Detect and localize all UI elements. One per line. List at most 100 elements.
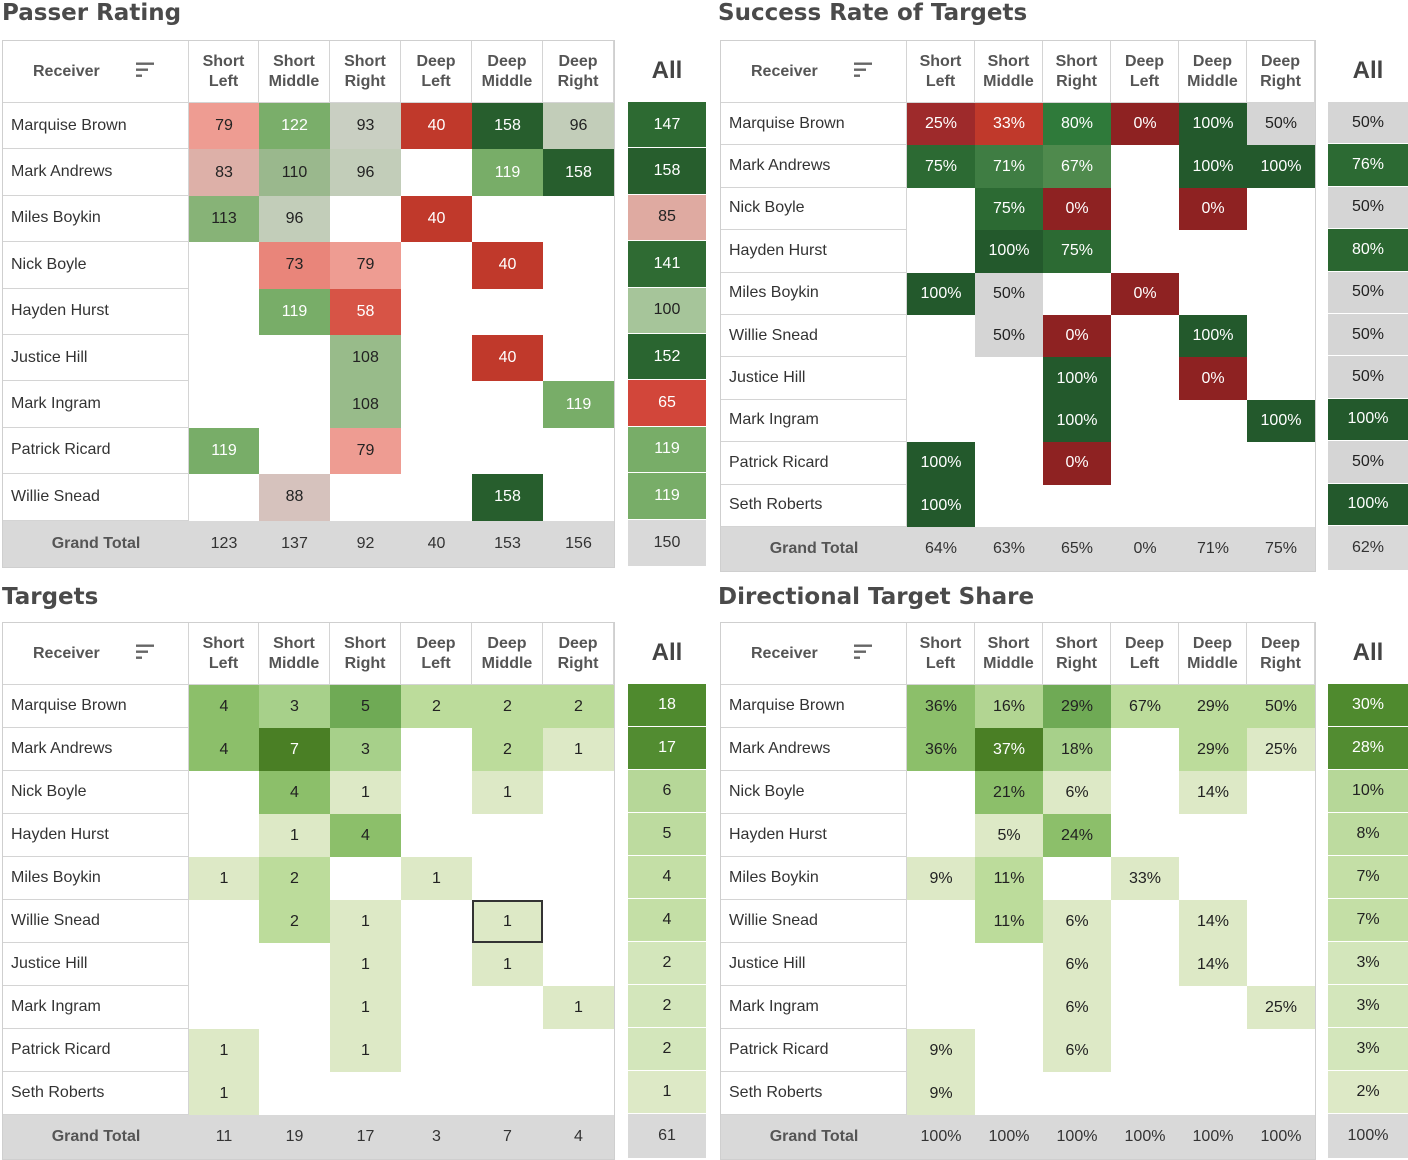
all-value-cell[interactable]: 50% <box>1328 314 1408 357</box>
data-cell[interactable]: 0% <box>1111 103 1179 146</box>
all-value-cell[interactable]: 18 <box>628 684 706 727</box>
data-cell[interactable]: 75% <box>907 145 975 188</box>
data-cell[interactable]: 3 <box>259 685 330 728</box>
data-cell[interactable]: 1 <box>330 771 401 814</box>
data-cell[interactable] <box>1247 771 1315 814</box>
data-cell[interactable]: 6% <box>1043 943 1111 986</box>
data-cell[interactable]: 158 <box>472 474 543 521</box>
data-cell[interactable]: 100% <box>1043 357 1111 400</box>
receiver-header[interactable]: Receiver <box>721 623 907 685</box>
data-cell[interactable]: 100% <box>1247 145 1315 188</box>
sort-icon[interactable] <box>854 60 872 83</box>
all-value-cell[interactable]: 2 <box>628 985 706 1028</box>
data-cell[interactable]: 1 <box>189 1072 259 1115</box>
data-cell[interactable]: 100% <box>907 442 975 485</box>
all-value-cell[interactable]: 1 <box>628 1071 706 1114</box>
all-value-cell[interactable]: 158 <box>628 148 706 195</box>
column-header-short-middle[interactable]: Short Middle <box>259 41 330 103</box>
data-cell[interactable]: 16% <box>975 685 1043 728</box>
data-cell[interactable]: 6% <box>1043 1029 1111 1072</box>
data-cell[interactable] <box>907 771 975 814</box>
sort-icon[interactable] <box>136 60 154 83</box>
selected-data-cell[interactable]: 1 <box>472 900 543 943</box>
sort-icon[interactable] <box>136 642 154 665</box>
data-cell[interactable]: 14% <box>1179 900 1247 943</box>
data-cell[interactable]: 33% <box>1111 857 1179 900</box>
data-cell[interactable]: 2 <box>472 685 543 728</box>
data-cell[interactable] <box>1247 814 1315 857</box>
data-cell[interactable]: 37% <box>975 728 1043 771</box>
data-cell[interactable]: 4 <box>189 685 259 728</box>
column-header-short-middle[interactable]: Short Middle <box>259 623 330 685</box>
data-cell[interactable]: 29% <box>1043 685 1111 728</box>
data-cell[interactable]: 4 <box>330 814 401 857</box>
all-value-cell[interactable]: 6 <box>628 770 706 813</box>
column-header-short-left[interactable]: Short Left <box>907 623 975 685</box>
data-cell[interactable] <box>1111 986 1179 1029</box>
column-header-deep-middle[interactable]: Deep Middle <box>472 623 543 685</box>
data-cell[interactable] <box>1179 1072 1247 1115</box>
data-cell[interactable]: 25% <box>907 103 975 146</box>
all-value-cell[interactable]: 17 <box>628 727 706 770</box>
data-cell[interactable]: 1 <box>472 943 543 986</box>
data-cell[interactable]: 21% <box>975 771 1043 814</box>
data-cell[interactable]: 2 <box>472 728 543 771</box>
all-value-cell[interactable]: 2% <box>1328 1071 1408 1114</box>
data-cell[interactable]: 9% <box>907 1029 975 1072</box>
data-cell[interactable]: 122 <box>259 103 330 150</box>
data-cell[interactable]: 11% <box>975 900 1043 943</box>
column-header-short-left[interactable]: Short Left <box>189 41 259 103</box>
data-cell[interactable]: 110 <box>259 149 330 196</box>
data-cell[interactable]: 1 <box>259 814 330 857</box>
data-cell[interactable]: 108 <box>330 335 401 382</box>
column-header-deep-middle[interactable]: Deep Middle <box>1179 41 1247 103</box>
receiver-header[interactable]: Receiver <box>3 41 189 103</box>
data-cell[interactable]: 119 <box>259 288 330 335</box>
column-header-deep-right[interactable]: Deep Right <box>543 623 614 685</box>
data-cell[interactable]: 119 <box>543 381 614 428</box>
column-header-short-right[interactable]: Short Right <box>330 623 401 685</box>
all-value-cell[interactable]: 141 <box>628 241 706 288</box>
all-value-cell[interactable]: 7% <box>1328 856 1408 899</box>
data-cell[interactable]: 33% <box>975 103 1043 146</box>
column-header-deep-left[interactable]: Deep Left <box>401 623 472 685</box>
data-cell[interactable]: 14% <box>1179 943 1247 986</box>
data-cell[interactable] <box>1179 1029 1247 1072</box>
data-cell[interactable]: 75% <box>1043 230 1111 273</box>
data-cell[interactable]: 96 <box>543 103 614 150</box>
data-cell[interactable]: 93 <box>330 103 401 150</box>
data-cell[interactable]: 50% <box>1247 103 1315 146</box>
data-cell[interactable]: 158 <box>543 149 614 196</box>
data-cell[interactable] <box>1111 814 1179 857</box>
data-cell[interactable] <box>975 1072 1043 1115</box>
data-cell[interactable] <box>1111 771 1179 814</box>
data-cell[interactable]: 0% <box>1111 272 1179 315</box>
data-cell[interactable] <box>1111 1072 1179 1115</box>
column-header-deep-right[interactable]: Deep Right <box>1247 41 1315 103</box>
sort-icon[interactable] <box>854 642 872 665</box>
data-cell[interactable] <box>1043 1072 1111 1115</box>
data-cell[interactable]: 4 <box>259 771 330 814</box>
all-value-cell[interactable]: 7% <box>1328 899 1408 942</box>
data-cell[interactable]: 0% <box>1043 187 1111 231</box>
all-value-cell[interactable]: 2 <box>628 942 706 985</box>
data-cell[interactable]: 67% <box>1111 685 1179 728</box>
all-value-cell[interactable]: 65 <box>628 380 706 427</box>
data-cell[interactable]: 40 <box>472 242 543 289</box>
data-cell[interactable]: 83 <box>189 149 259 196</box>
all-value-cell[interactable]: 85 <box>628 194 706 242</box>
data-cell[interactable]: 50% <box>975 315 1043 358</box>
data-cell[interactable]: 0% <box>1179 357 1247 400</box>
data-cell[interactable]: 0% <box>1043 442 1111 485</box>
column-header-deep-middle[interactable]: Deep Middle <box>472 41 543 103</box>
data-cell[interactable]: 25% <box>1247 986 1315 1029</box>
all-value-cell[interactable]: 3% <box>1328 985 1408 1028</box>
column-header-short-left[interactable]: Short Left <box>189 623 259 685</box>
data-cell[interactable]: 80% <box>1043 103 1111 146</box>
data-cell[interactable]: 11% <box>975 857 1043 900</box>
all-value-cell[interactable]: 28% <box>1328 727 1408 770</box>
all-value-cell[interactable]: 4 <box>628 856 706 899</box>
data-cell[interactable]: 14% <box>1179 771 1247 814</box>
data-cell[interactable] <box>1111 900 1179 943</box>
receiver-header[interactable]: Receiver <box>721 41 907 103</box>
